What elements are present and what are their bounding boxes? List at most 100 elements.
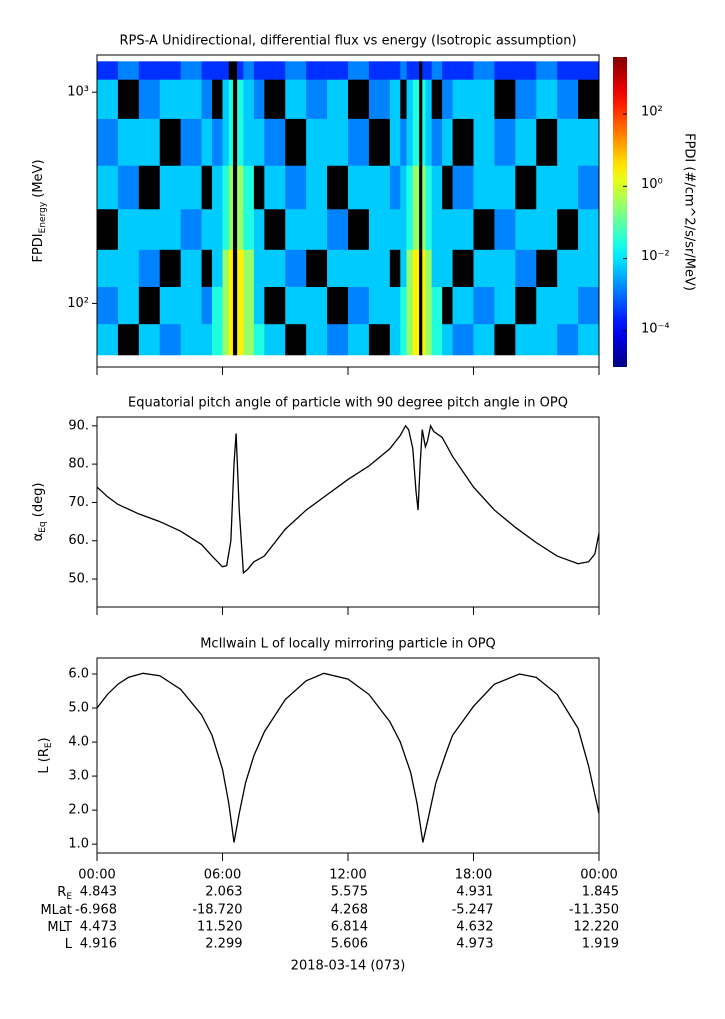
heat-cell (419, 323, 423, 356)
heat-cell (473, 165, 495, 210)
date-label: 2018-03-14 (073) (291, 959, 406, 974)
heat-cell (389, 61, 401, 80)
y-tick-label: 1.0 (68, 837, 89, 852)
heat-cell (253, 323, 265, 356)
heat-cell (536, 286, 558, 325)
label-part: E (66, 892, 72, 902)
heat-cell (253, 286, 265, 325)
heat-cell (412, 165, 420, 210)
heat-cell (536, 79, 558, 119)
heat-cell (425, 79, 432, 119)
heat-cell (425, 61, 432, 80)
heat-cell (406, 208, 414, 250)
heat-cell (180, 249, 202, 287)
x-tick-label: 00:00 (78, 868, 115, 883)
heat-cell (557, 249, 579, 287)
heat-cell (306, 79, 328, 119)
heat-cell (222, 249, 230, 287)
heat-cell (422, 208, 426, 250)
heat-cell (159, 165, 181, 210)
heat-cell (406, 286, 414, 325)
heat-cell (159, 118, 181, 166)
ephemeris-label: RE (57, 885, 72, 902)
heat-cell (419, 208, 423, 250)
heat-cell (232, 323, 238, 356)
heat-cell (97, 323, 119, 356)
heat-cell (97, 61, 119, 80)
heat-cell (452, 61, 474, 80)
heat-cell (285, 286, 307, 325)
heat-cell (243, 79, 255, 119)
heat-cell (536, 323, 558, 356)
heat-cell (327, 286, 349, 325)
heat-cell (578, 286, 600, 325)
heat-cell (201, 165, 213, 210)
heat-cell (425, 208, 432, 250)
heat-cell (400, 208, 407, 250)
heat-cell (422, 118, 426, 166)
heat-cell (117, 286, 140, 325)
heat-cell (406, 249, 414, 287)
x-tick-label: 00:00 (580, 868, 617, 883)
y-tick-label: 80. (68, 457, 89, 472)
heat-cell (368, 61, 391, 80)
heat-cell (306, 249, 328, 287)
y-tick-label: 70. (68, 495, 89, 510)
panel-title: McIlwain L of locally mirroring particle… (200, 637, 496, 652)
heat-cell (327, 249, 349, 287)
heat-cell (222, 165, 230, 210)
heat-cell (494, 61, 516, 80)
heat-cell (264, 208, 286, 250)
x-tick-label: 06:00 (204, 868, 241, 883)
heat-cell (201, 79, 213, 119)
heat-cell (419, 165, 423, 210)
heat-cell (180, 79, 202, 119)
heat-cell (422, 165, 426, 210)
heat-cell (348, 208, 370, 250)
heat-cell (494, 249, 516, 287)
ephemeris-value: 4.268 (331, 903, 368, 918)
label-part: R (57, 885, 66, 900)
heat-cell (442, 249, 453, 287)
heat-cell (419, 249, 423, 287)
heat-cell (222, 118, 230, 166)
heat-cell (285, 118, 307, 166)
y-axis-label: αEq (deg) (31, 483, 48, 542)
heat-cell (412, 79, 420, 119)
heat-cell (97, 165, 119, 210)
heat-cell (419, 118, 423, 166)
data-line (96, 423, 600, 575)
label-part: MLat (40, 903, 72, 918)
heat-cell (253, 118, 265, 166)
label-part: MLT (47, 920, 72, 935)
heat-cell (97, 79, 119, 119)
heat-cell (389, 208, 401, 250)
ephemeris-value: 4.473 (80, 920, 117, 935)
heat-cell (201, 208, 213, 250)
heat-cell (452, 249, 474, 287)
heat-cell (557, 118, 579, 166)
heat-cell (228, 208, 234, 250)
heat-cell (264, 61, 286, 80)
heat-cell (264, 323, 286, 356)
heat-cell (515, 118, 537, 166)
heat-cell (557, 208, 579, 250)
heat-cell (412, 323, 420, 356)
heat-cell (515, 79, 537, 119)
heat-cell (212, 61, 223, 80)
heat-cell (212, 249, 223, 287)
heat-cell (368, 286, 391, 325)
label-part: (MeV) (31, 159, 46, 201)
heat-cell (425, 118, 432, 166)
colorbar-tick-label: 10⁰ (641, 177, 663, 192)
heat-cell (400, 61, 407, 80)
heat-cell (400, 118, 407, 166)
heat-cell (400, 165, 407, 210)
heat-cell (222, 79, 230, 119)
heat-cell (243, 118, 255, 166)
heat-cell (201, 249, 213, 287)
heat-cell (452, 165, 474, 210)
heat-cell (264, 249, 286, 287)
heat-cell (243, 61, 255, 80)
heat-cell (368, 79, 391, 119)
